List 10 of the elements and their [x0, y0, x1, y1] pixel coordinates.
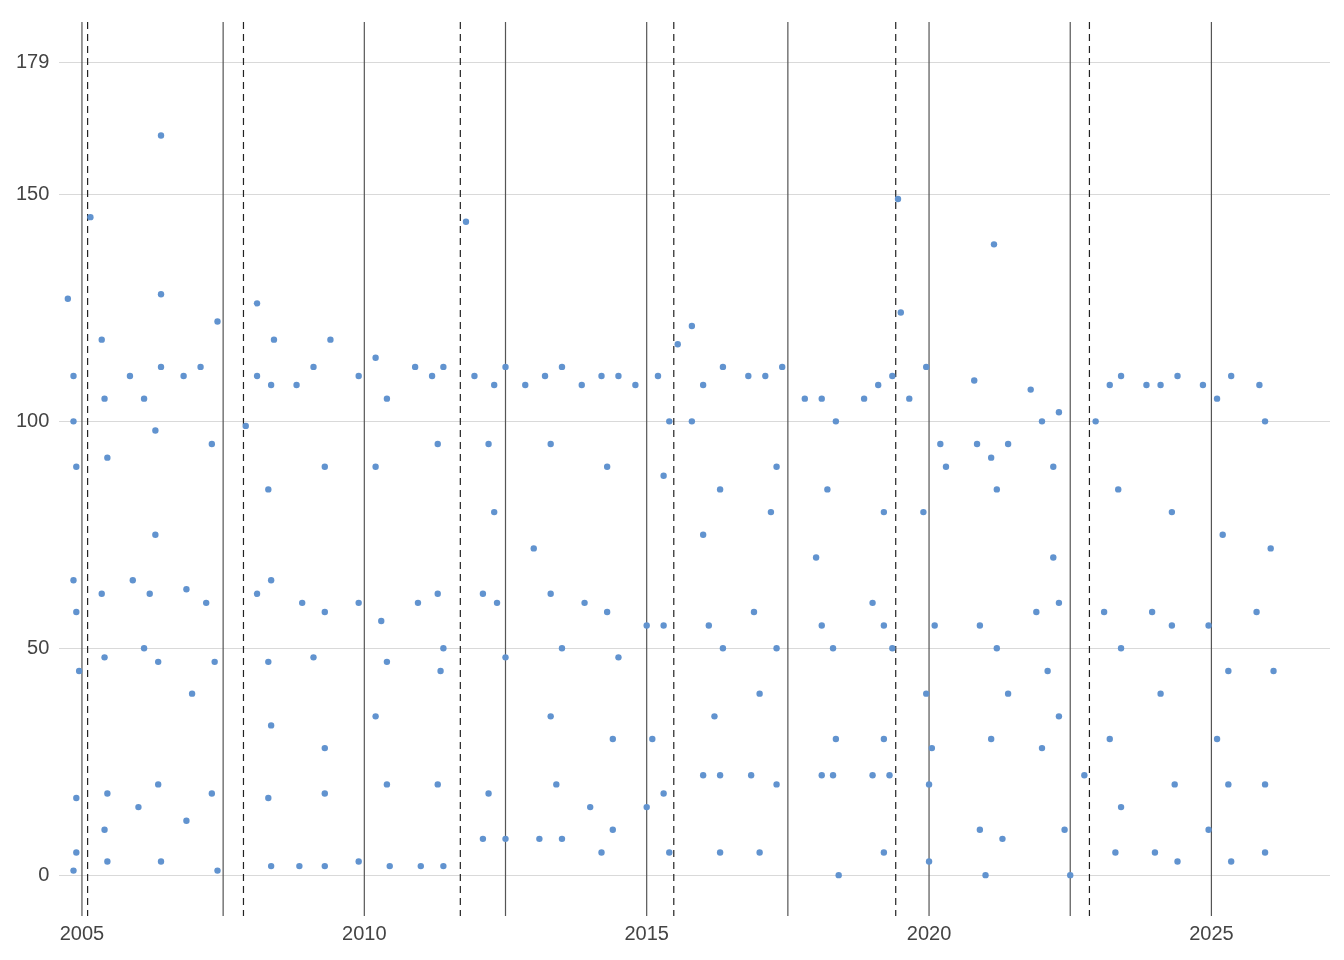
x-tick-label: 2025 [1189, 921, 1234, 944]
y-tick-label: 0 [38, 862, 50, 885]
x-tick-label: 2015 [624, 921, 669, 944]
y-tick-label: 150 [15, 181, 50, 204]
x-tick-label: 2020 [906, 921, 952, 944]
x-tick-label: 2010 [342, 921, 387, 944]
y-tick-label: 50 [27, 635, 50, 658]
x-tick-label: 2005 [59, 921, 105, 944]
y-tick-label: 100 [15, 408, 50, 431]
y-tick-label: 179 [15, 50, 50, 73]
